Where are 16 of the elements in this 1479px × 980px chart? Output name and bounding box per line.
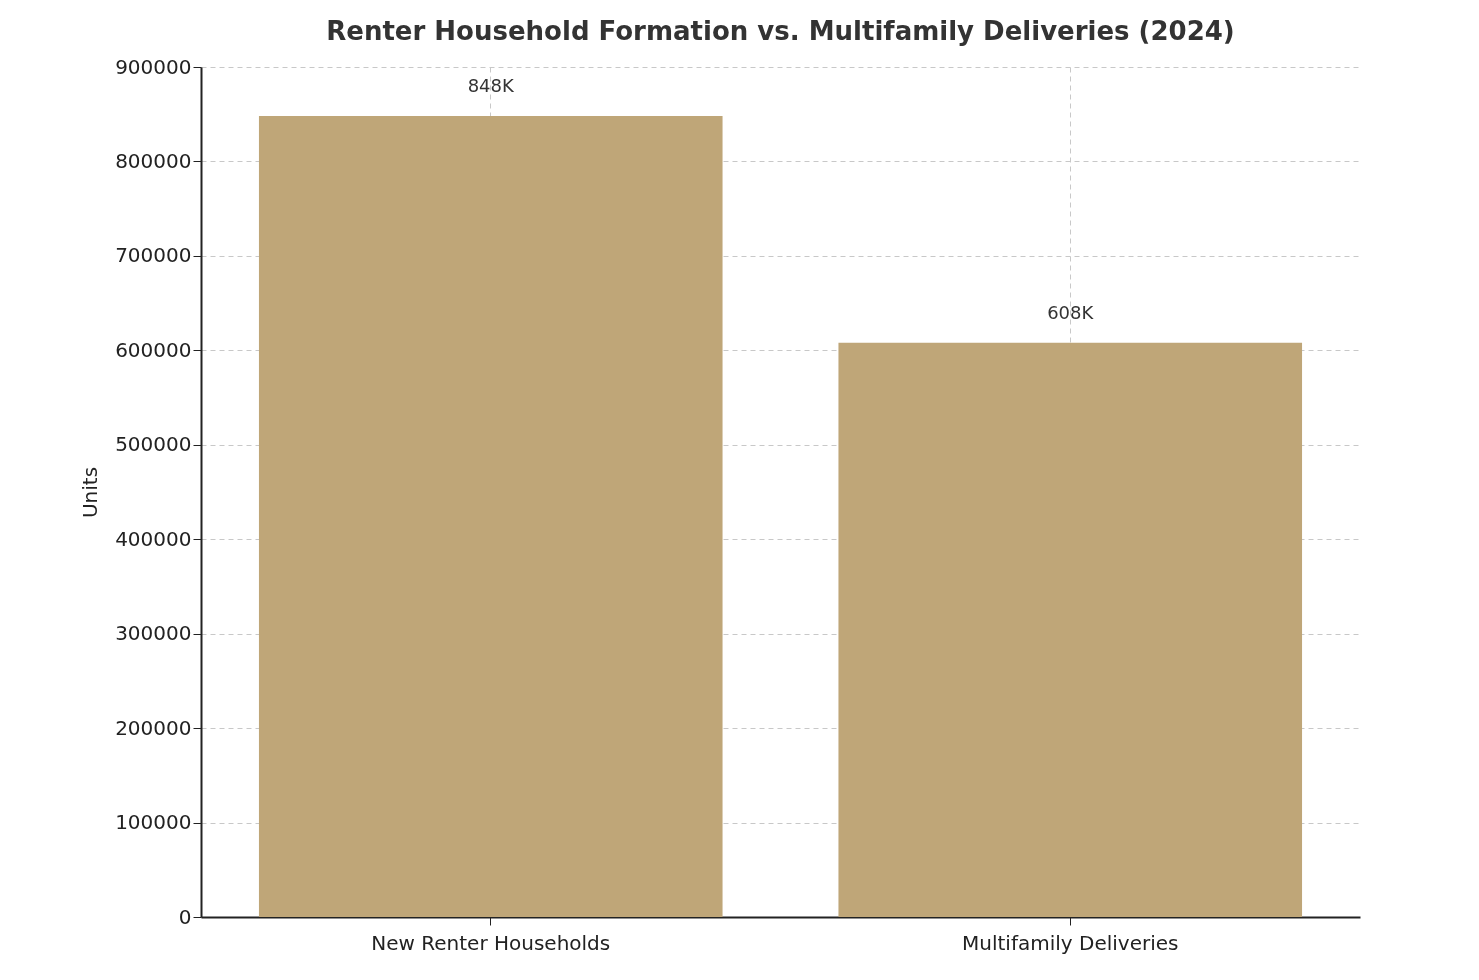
y-tick-label: 400000: [115, 526, 192, 551]
chart-title: Renter Household Formation vs. Multifamily Deliveries (2024): [326, 16, 1235, 46]
y-tick-label: 0: [178, 904, 192, 929]
y-tick-label: 500000: [115, 432, 192, 457]
y-tick-label: 900000: [115, 54, 192, 79]
y-tick-label: 700000: [115, 243, 192, 268]
y-tick-label: 800000: [115, 148, 192, 173]
y-tick-label: 300000: [115, 621, 192, 646]
y-tick-label: 200000: [115, 715, 192, 740]
x-tick-label: Multifamily Deliveries: [962, 930, 1179, 955]
data-label: 608K: [1047, 301, 1095, 323]
data-label: 848K: [467, 75, 516, 97]
y-axis-title: Units: [78, 466, 103, 519]
x-tick-label: New Renter Households: [371, 930, 611, 955]
y-tick-label: 600000: [115, 337, 192, 362]
y-tick-label: 100000: [115, 810, 192, 835]
